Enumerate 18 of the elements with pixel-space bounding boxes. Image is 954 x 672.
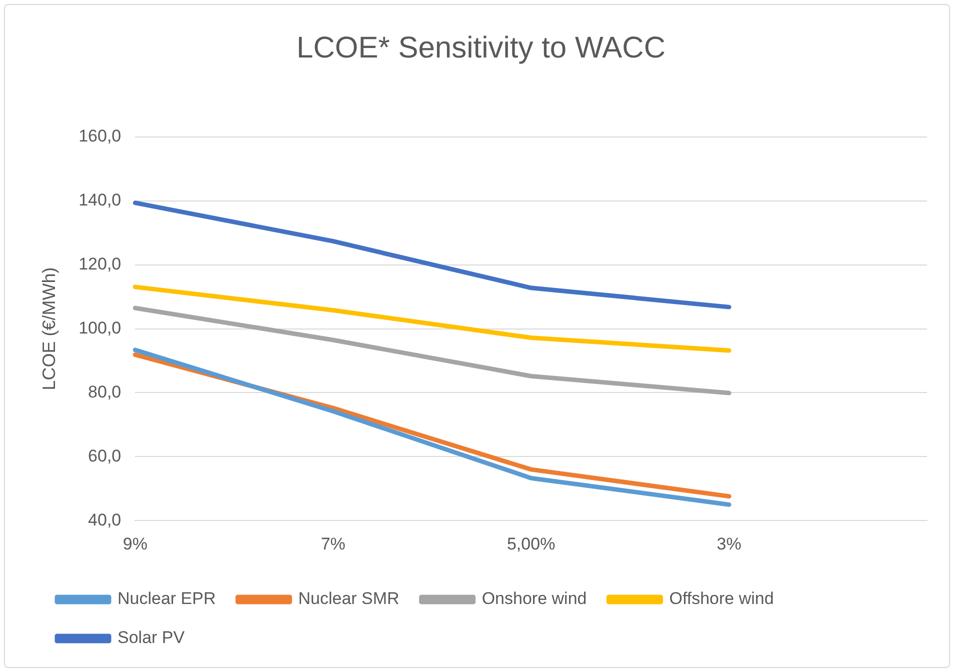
y-tick-label: 40,0 [88,510,122,530]
y-tick-label: 140,0 [78,190,122,210]
x-tick-label: 5,00% [506,534,556,554]
x-tick-label: 3% [716,534,742,554]
x-tick-label: 7% [320,534,346,554]
legend-label: Nuclear SMR [298,589,400,608]
chart-title: LCOE* Sensitivity to WACC [296,31,666,64]
legend-label: Solar PV [118,628,186,648]
y-tick-label: 100,0 [78,318,122,338]
x-tick-label: 9% [122,534,148,554]
legend-label: Nuclear EPR [118,589,216,608]
legend-label: Onshore wind [482,589,587,608]
legend-label: Offshore wind [669,589,774,608]
y-tick-label: 160,0 [78,126,122,146]
y-axis-title: LCOE (€/MWh) [38,267,59,390]
y-tick-label: 120,0 [78,254,122,274]
y-tick-label: 60,0 [88,446,122,466]
y-tick-label: 80,0 [88,382,122,402]
